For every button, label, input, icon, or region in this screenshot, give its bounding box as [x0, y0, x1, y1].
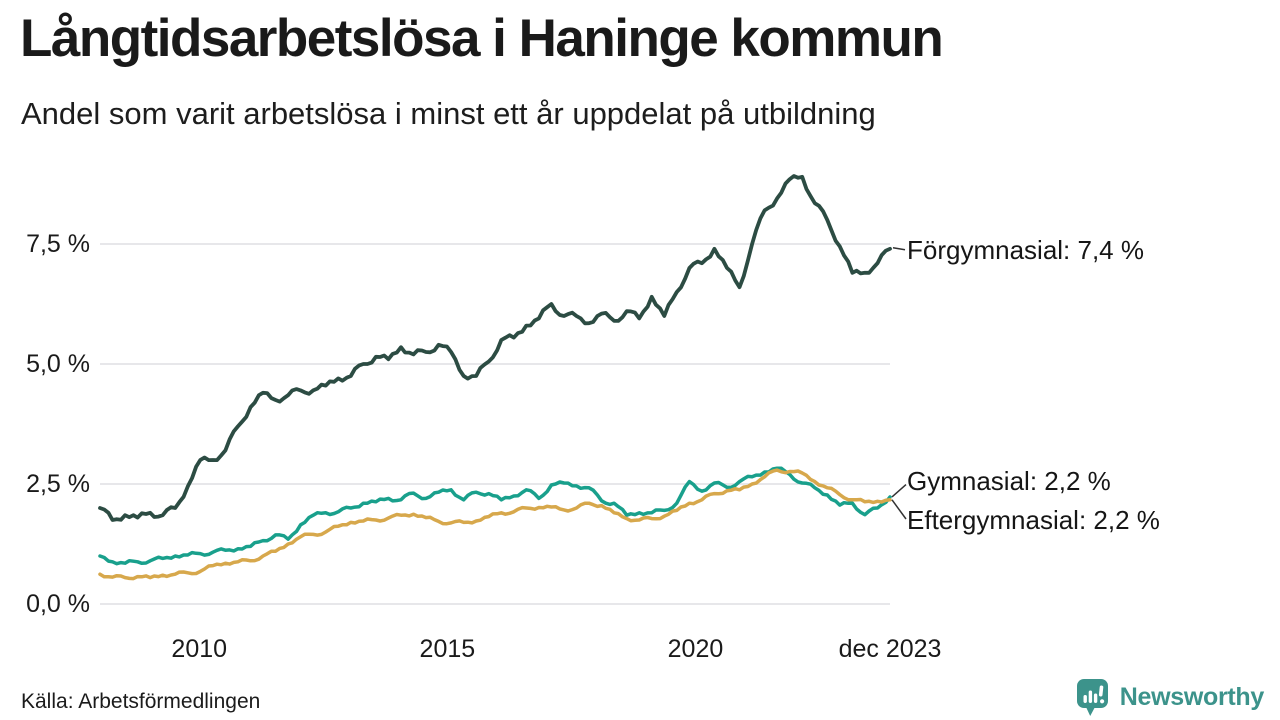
- series-label-gymnasial: Gymnasial: 2,2 %: [907, 466, 1111, 496]
- y-tick-label: 7,5 %: [26, 230, 90, 258]
- x-tick-label: dec 2023: [838, 635, 942, 663]
- series-lines: [98, 174, 892, 581]
- x-tick-label: 2020: [667, 635, 724, 663]
- label-connector: [892, 247, 906, 251]
- series-line-eftergymnasial: [98, 468, 892, 581]
- y-tick-label: 0,0 %: [26, 590, 90, 618]
- newsworthy-logo[interactable]: Newsworthy: [1074, 677, 1264, 717]
- label-connectors: [891, 247, 907, 520]
- label-connector: [891, 484, 907, 498]
- y-tick-label: 2,5 %: [26, 470, 90, 498]
- source-note: Källa: Arbetsförmedlingen: [21, 690, 261, 713]
- series-label-forgymnasial: Förgymnasial: 7,4 %: [907, 235, 1144, 265]
- gridlines: [100, 243, 890, 605]
- series-line-förgymnasial: [98, 174, 892, 522]
- y-tick-label: 5,0 %: [26, 350, 90, 378]
- chart-subtitle: Andel som varit arbetslösa i minst ett å…: [21, 96, 876, 131]
- x-tick-label: 2015: [419, 635, 476, 663]
- chart-title: Långtidsarbetslösa i Haninge kommun: [20, 9, 944, 68]
- label-connector: [891, 499, 907, 520]
- series-label-eftergymnasial: Eftergymnasial: 2,2 %: [907, 505, 1160, 535]
- newsworthy-logo-text: Newsworthy: [1119, 682, 1265, 711]
- newsworthy-logo-icon: [1076, 679, 1108, 716]
- x-tick-label: 2010: [171, 635, 228, 663]
- series-line-gymnasial: [98, 466, 892, 566]
